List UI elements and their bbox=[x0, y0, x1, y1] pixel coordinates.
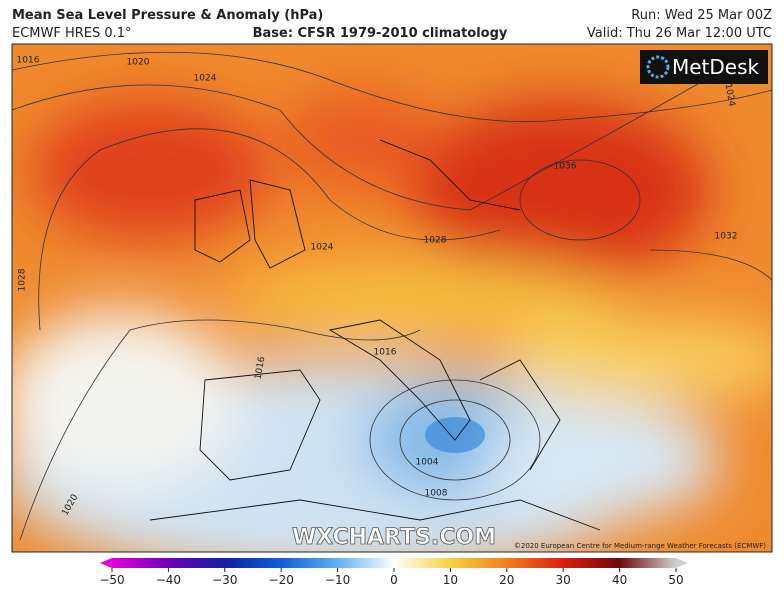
logo-box bbox=[640, 50, 768, 84]
run: Run: Wed 25 Mar 00Z bbox=[631, 8, 772, 23]
isobar-label: 1032 bbox=[715, 232, 738, 242]
isobars bbox=[12, 51, 772, 541]
colorbar-tick-label: 40 bbox=[612, 573, 627, 587]
isobar-label: 1004 bbox=[416, 458, 439, 468]
isobar-label: 1024 bbox=[311, 243, 334, 253]
colorbar-tick-label: −50 bbox=[99, 573, 124, 587]
isobar-label: 1008 bbox=[425, 489, 448, 499]
isobar-label: 1024 bbox=[194, 74, 217, 84]
colorbar-arrow bbox=[676, 558, 688, 568]
coastlines bbox=[149, 139, 601, 531]
isobar-label: 1028 bbox=[424, 236, 447, 246]
map-frame bbox=[11, 43, 773, 553]
copyright: ©2020 European Centre for Medium-range W… bbox=[514, 542, 766, 550]
colorbar-tick-label: −10 bbox=[325, 573, 350, 587]
colorbar-tick-label: 0 bbox=[390, 573, 398, 587]
isobar-label: 1016 bbox=[17, 56, 40, 66]
colorbar-arrow bbox=[100, 558, 112, 568]
base: Base: CFSR 1979-2010 climatology bbox=[253, 26, 508, 41]
isobar-label: 1016 bbox=[374, 348, 397, 358]
logo: MetDesk bbox=[672, 55, 760, 79]
isobar-label: 1020 bbox=[127, 58, 150, 68]
logo-icon bbox=[646, 55, 670, 79]
colorbar: −50 −40 −30 −20 −10 0 10 20 30 40 50 bbox=[99, 558, 688, 587]
map: 1016 1020 1024 1036 1032 1028 1024 1028 … bbox=[12, 44, 772, 552]
isobar-label: 1024 bbox=[723, 83, 737, 108]
colorbar-tick-label: −30 bbox=[212, 573, 237, 587]
model: ECMWF HRES 0.1° bbox=[12, 26, 132, 41]
colorbar-tick-label: 30 bbox=[556, 573, 571, 587]
isobar-label: 1016 bbox=[254, 356, 268, 381]
colorbar-tick-label: −40 bbox=[156, 573, 181, 587]
colorbar-bar bbox=[112, 558, 676, 568]
colorbar-tick-label: 10 bbox=[443, 573, 458, 587]
colorbar-tick-label: 20 bbox=[499, 573, 514, 587]
colorbar-tick-label: −20 bbox=[269, 573, 294, 587]
isobar-label: 1028 bbox=[18, 268, 28, 291]
title: Mean Sea Level Pressure & Anomaly (hPa) bbox=[12, 8, 323, 23]
valid: Valid: Thu 26 Mar 12:00 UTC bbox=[587, 26, 772, 41]
colorbar-tick-label: 50 bbox=[668, 573, 683, 587]
isobar-label: 1036 bbox=[554, 162, 577, 172]
watermark: WXCHARTS.COM bbox=[292, 525, 496, 550]
